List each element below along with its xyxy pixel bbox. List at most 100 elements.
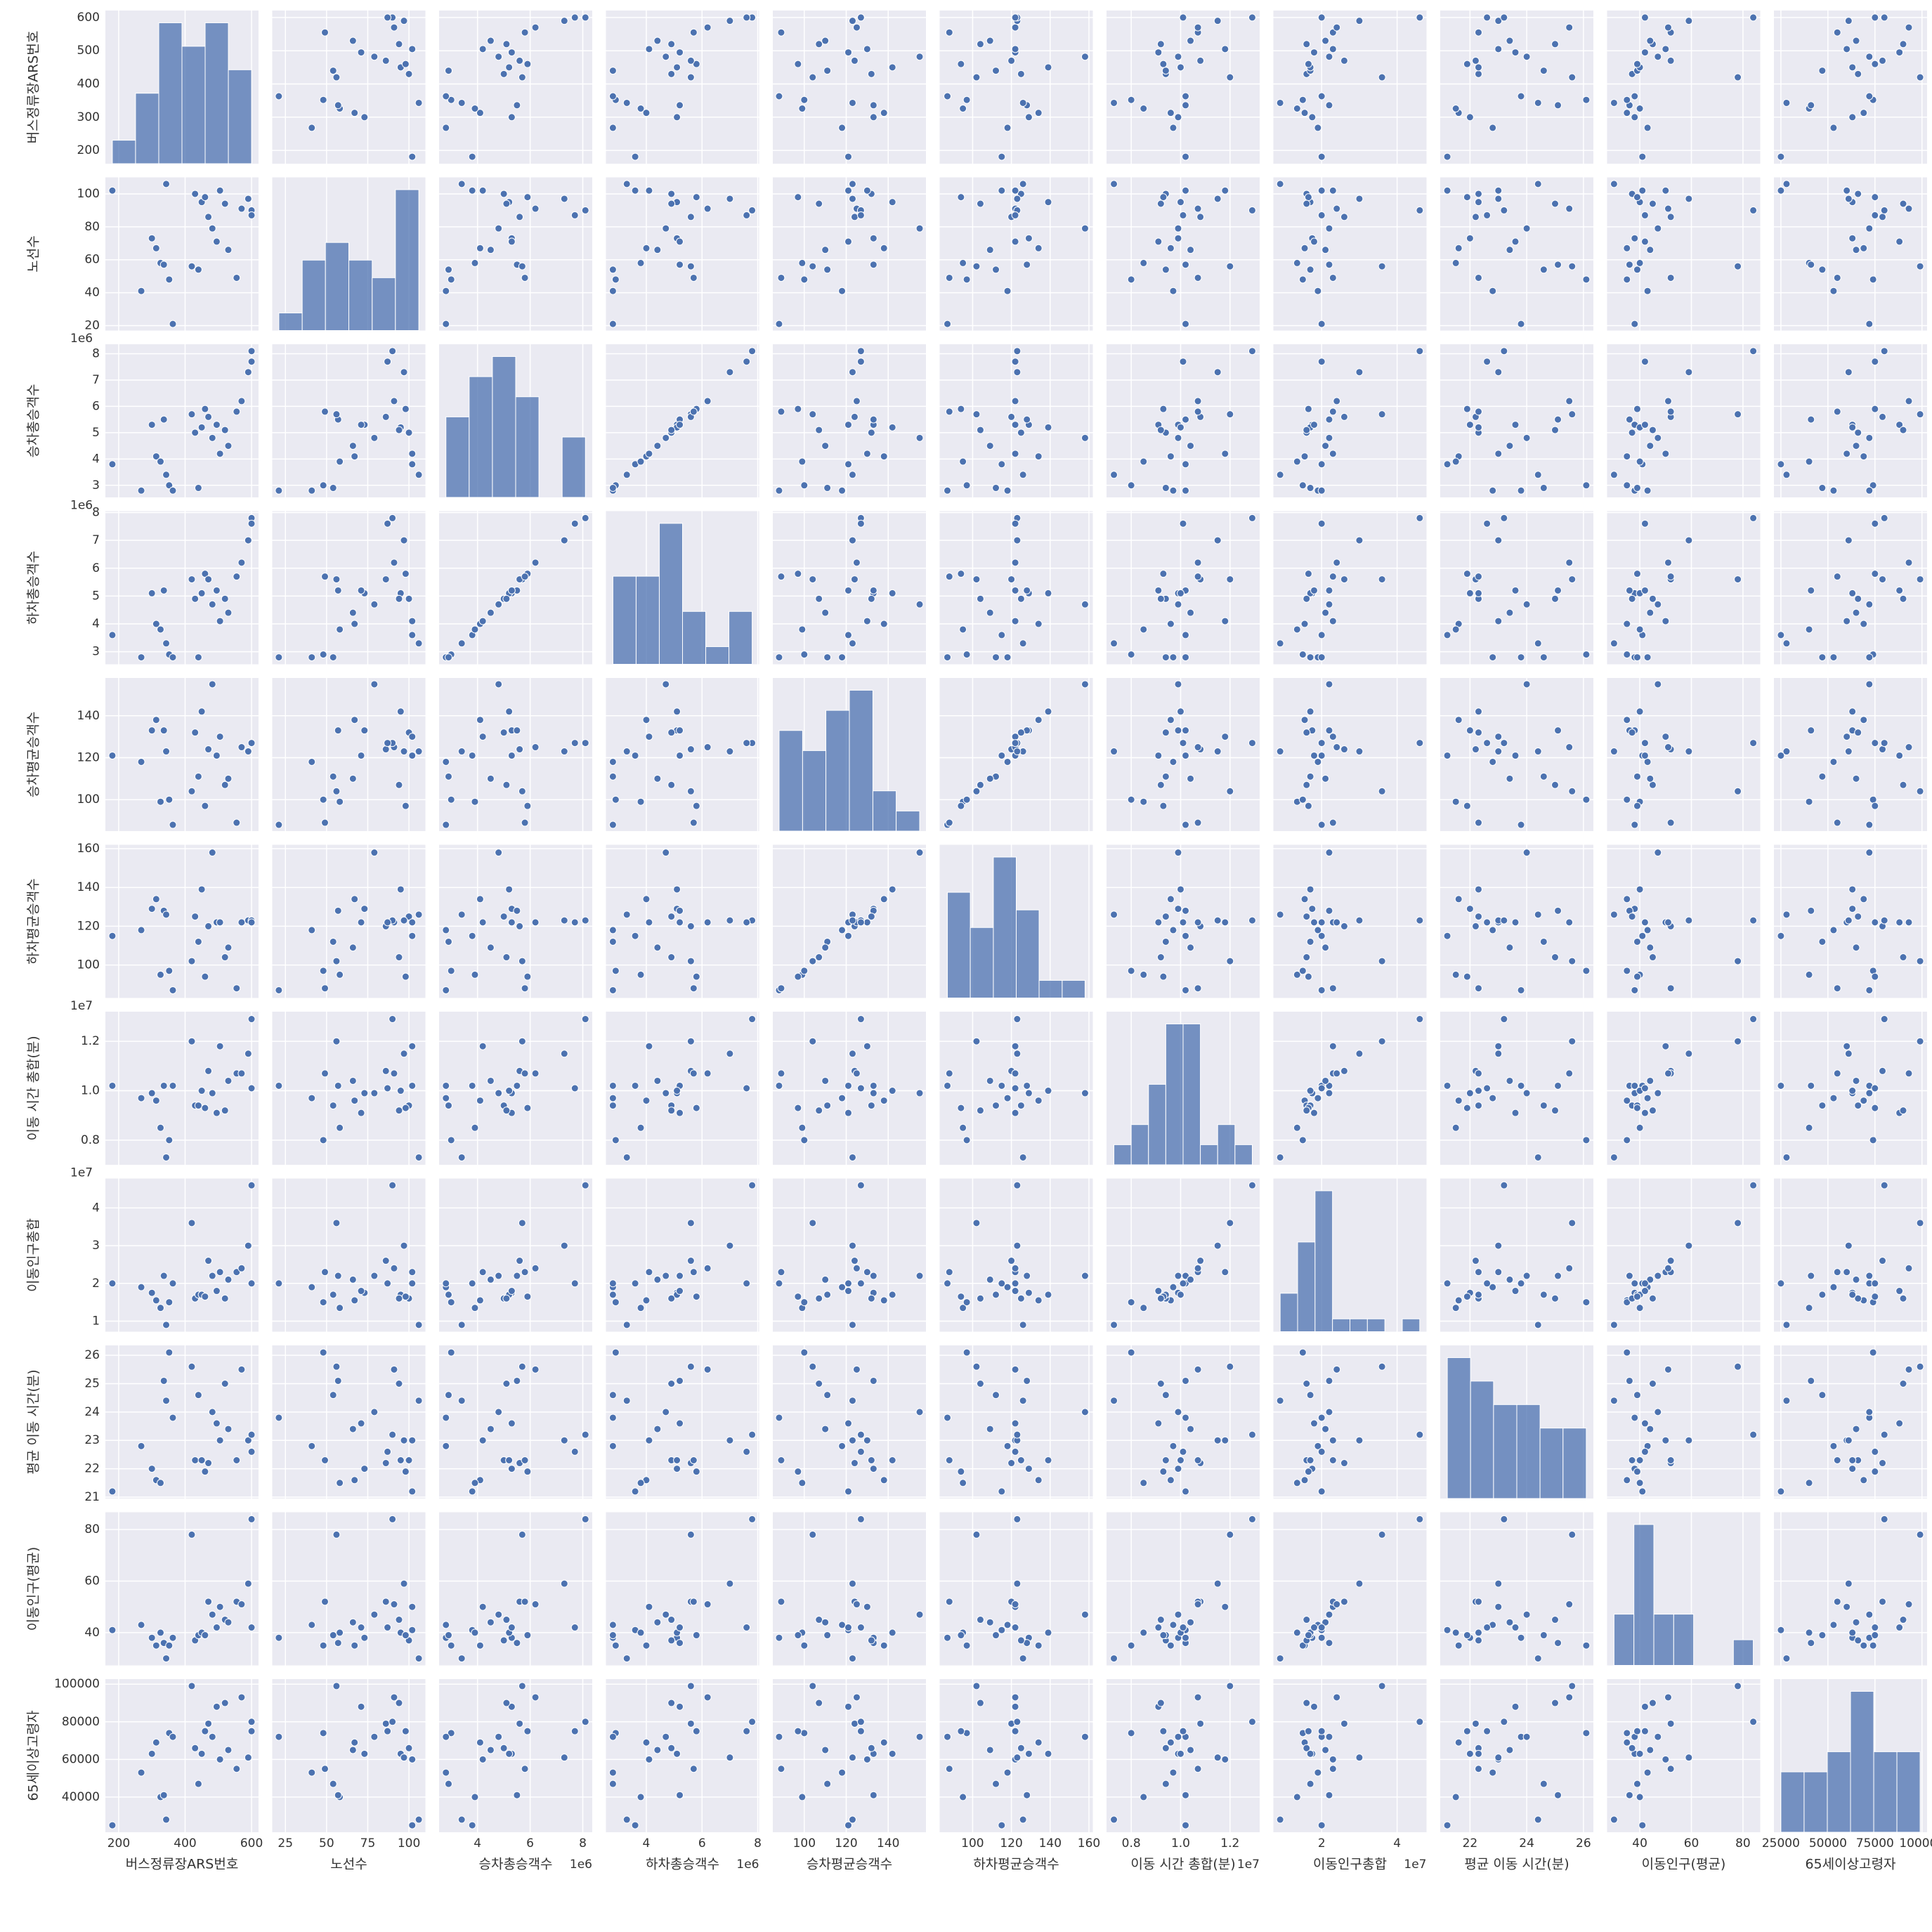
scatter-point — [108, 751, 117, 759]
scatter-point — [348, 774, 357, 783]
scatter-point — [1623, 109, 1631, 117]
scatter-point — [1666, 818, 1675, 827]
scatter-point — [1568, 787, 1577, 795]
scatter-point — [1081, 1610, 1089, 1619]
scatter-point — [1871, 405, 1879, 413]
scatter-point — [321, 1069, 329, 1078]
scatter-point — [1310, 1702, 1318, 1711]
scatter-point — [221, 200, 229, 208]
scatter-point — [1355, 1436, 1364, 1444]
scatter-point — [442, 926, 450, 934]
scatter-point — [1871, 1468, 1879, 1476]
scatter-point — [1310, 1624, 1318, 1632]
scatter-point — [1443, 1081, 1451, 1090]
scatter-point — [1640, 739, 1649, 748]
scatter-point — [1194, 743, 1202, 752]
panel-background — [1774, 511, 1927, 665]
scatter-point — [1293, 259, 1301, 267]
scatter-point — [1871, 1624, 1879, 1632]
scatter-point — [1221, 733, 1229, 741]
scatter-point — [1159, 193, 1168, 202]
scatter-point — [395, 781, 403, 789]
scatter-point — [1646, 1076, 1654, 1085]
scatter-point — [233, 1765, 241, 1773]
scatter-point — [852, 397, 861, 405]
scatter-point — [384, 1624, 392, 1632]
scatter-point — [777, 573, 785, 581]
scatter-point — [1869, 1136, 1877, 1144]
scatter-point — [1306, 484, 1314, 492]
scatter-point — [247, 1084, 256, 1092]
scatter-point — [1451, 259, 1460, 267]
scatter-point — [689, 1069, 698, 1078]
scatter-point — [521, 1268, 529, 1277]
scatter-point — [844, 1702, 853, 1711]
scatter-point — [1539, 484, 1548, 492]
scatter-point — [962, 481, 971, 490]
scatter-point — [1317, 519, 1326, 528]
scatter-point — [1666, 407, 1675, 416]
scatter-point — [275, 1081, 283, 1090]
panel-background — [272, 1512, 426, 1666]
scatter-point — [204, 412, 213, 421]
scatter-point — [867, 1294, 875, 1303]
scatter-point — [370, 680, 379, 688]
histogram-bar — [1332, 1318, 1351, 1332]
scatter-point — [332, 73, 341, 81]
scatter-point — [1166, 1738, 1175, 1747]
scatter-point — [275, 1279, 283, 1288]
scatter-point — [1325, 1376, 1333, 1385]
scatter-point — [400, 1754, 408, 1762]
scatter-point — [247, 739, 256, 748]
scatter-point — [1013, 1241, 1022, 1250]
scatter-point — [686, 922, 695, 930]
scatter-point — [521, 28, 529, 37]
scatter-point — [800, 275, 809, 284]
scatter-point — [1156, 1294, 1165, 1303]
scatter-point — [447, 1641, 455, 1650]
x-axis-label: 승차평균승객수 — [807, 1857, 892, 1872]
scatter-point — [608, 1621, 617, 1629]
scatter-point — [1643, 486, 1652, 495]
scatter-point — [442, 1414, 450, 1422]
scatter-point — [1161, 484, 1170, 492]
scatter-point — [1539, 937, 1548, 946]
scatter-point — [1169, 1768, 1177, 1777]
scatter-point — [867, 913, 875, 921]
scatter-point — [667, 1380, 676, 1388]
scatter-point — [1640, 237, 1649, 246]
scatter-point — [662, 1408, 670, 1416]
scatter-point — [869, 415, 877, 424]
panel-background — [1273, 1012, 1427, 1165]
scatter-point — [1127, 96, 1135, 104]
scatter-point — [521, 573, 529, 581]
scatter-point — [1506, 37, 1514, 45]
scatter-point — [703, 918, 712, 927]
scatter-point — [1110, 748, 1118, 756]
scatter-point — [390, 397, 398, 405]
scatter-point — [944, 1732, 952, 1741]
scatter-point — [400, 1241, 408, 1250]
panel-background — [1440, 177, 1593, 331]
scatter-point — [1640, 751, 1649, 759]
scatter-point — [319, 1136, 327, 1144]
scatter-point — [348, 442, 357, 450]
scatter-point — [1034, 620, 1043, 628]
scatter-point — [1871, 972, 1879, 981]
scatter-point — [945, 273, 953, 282]
x-tick-label: 120 — [835, 1836, 857, 1851]
scatter-point — [608, 320, 617, 328]
scatter-point — [1880, 739, 1888, 748]
scatter-point — [1378, 1362, 1386, 1371]
scatter-point — [726, 368, 734, 377]
scatter-point — [1854, 70, 1862, 78]
scatter-point — [1582, 795, 1591, 804]
scatter-point — [1648, 1699, 1657, 1707]
scatter-point — [1140, 457, 1148, 466]
scatter-point — [1317, 1447, 1326, 1456]
scatter-point — [809, 575, 817, 584]
scatter-point — [1454, 716, 1463, 724]
scatter-point — [1416, 1718, 1424, 1726]
scatter-point — [275, 1414, 283, 1422]
scatter-point — [1451, 1793, 1460, 1801]
